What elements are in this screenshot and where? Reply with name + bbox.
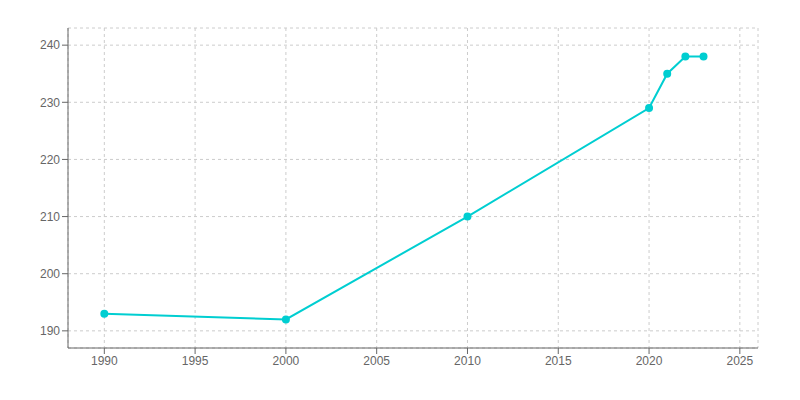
svg-text:2000: 2000 (273, 354, 300, 368)
svg-text:190: 190 (40, 324, 60, 338)
svg-text:210: 210 (40, 210, 60, 224)
svg-text:220: 220 (40, 153, 60, 167)
svg-text:2025: 2025 (726, 354, 753, 368)
svg-text:1990: 1990 (91, 354, 118, 368)
svg-text:2015: 2015 (545, 354, 572, 368)
svg-text:2005: 2005 (363, 354, 390, 368)
svg-text:240: 240 (40, 38, 60, 52)
svg-text:230: 230 (40, 96, 60, 110)
svg-text:200: 200 (40, 267, 60, 281)
svg-text:2020: 2020 (636, 354, 663, 368)
svg-text:2010: 2010 (454, 354, 481, 368)
svg-text:1995: 1995 (182, 354, 209, 368)
